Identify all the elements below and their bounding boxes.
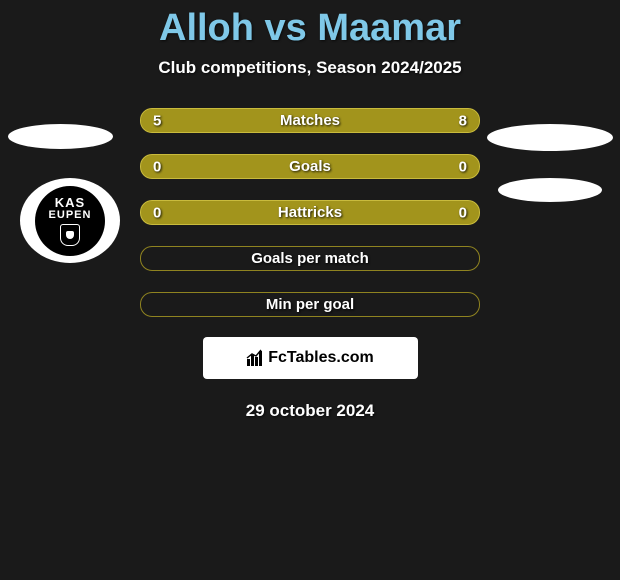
stat-label: Min per goal [266, 296, 354, 313]
stat-row: Min per goal [140, 292, 480, 317]
stat-value-left: 0 [153, 204, 161, 221]
stat-label: Hattricks [278, 204, 342, 221]
page-title: Alloh vs Maamar [0, 7, 620, 50]
date-label: 29 october 2024 [0, 401, 620, 421]
subtitle: Club competitions, Season 2024/2025 [0, 58, 620, 78]
stat-value-left: 0 [153, 158, 161, 175]
stat-value-right: 0 [459, 158, 467, 175]
player-right-placeholder [487, 124, 613, 151]
club-badge-line2: EUPEN [49, 210, 92, 221]
bar-chart-icon [246, 349, 264, 367]
brand-box: FcTables.com [203, 337, 418, 379]
club-badge-left: KAS EUPEN [20, 178, 120, 263]
stat-row: 5 8 Matches [140, 108, 480, 133]
stat-value-right: 0 [459, 204, 467, 221]
stat-value-left: 5 [153, 112, 161, 129]
club-badge-inner: KAS EUPEN [35, 186, 105, 256]
infographic-root: Alloh vs Maamar Club competitions, Seaso… [0, 0, 620, 580]
stat-value-right: 8 [459, 112, 467, 129]
brand-label: FcTables.com [268, 349, 374, 367]
stat-label: Matches [280, 112, 340, 129]
stat-row: Goals per match [140, 246, 480, 271]
player-left-placeholder [8, 124, 113, 149]
club-badge-line1: KAS [55, 196, 85, 209]
stat-label: Goals [289, 158, 331, 175]
stat-row: 0 0 Goals [140, 154, 480, 179]
crest-icon [60, 224, 80, 246]
stat-label: Goals per match [251, 250, 369, 267]
stat-row: 0 0 Hattricks [140, 200, 480, 225]
club-right-placeholder [498, 178, 602, 202]
